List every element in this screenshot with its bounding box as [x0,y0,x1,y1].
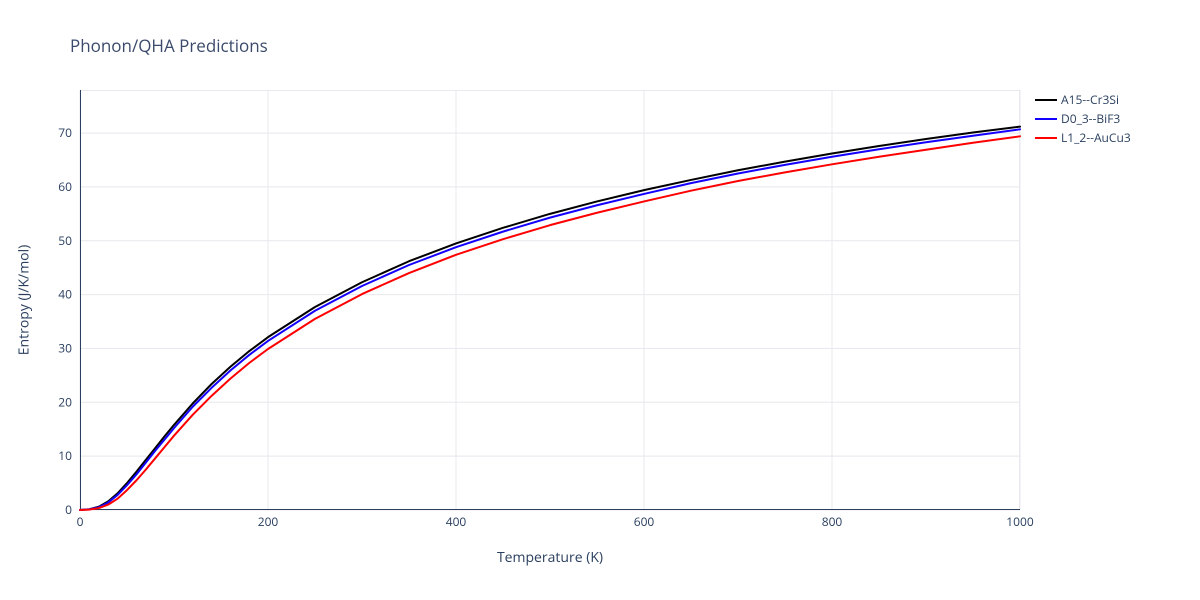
legend-item[interactable]: A15--Cr3Si [1035,90,1131,109]
y-tick-label: 0 [65,501,72,518]
legend-label: A15--Cr3Si [1061,91,1119,108]
legend-label: L1_2--AuCu3 [1061,129,1131,146]
legend: A15--Cr3Si D0_3--BiF3 L1_2--AuCu3 [1035,90,1131,147]
x-tick-label: 200 [258,513,279,530]
legend-item[interactable]: D0_3--BiF3 [1035,109,1131,128]
y-tick-label: 10 [58,447,72,464]
x-tick-label: 600 [634,513,655,530]
x-axis-label: Temperature (K) [497,548,603,567]
y-tick-label: 40 [58,286,72,303]
legend-swatch [1035,118,1057,120]
y-axis-label: Entropy (J/K/mol) [15,245,34,356]
y-tick-label: 60 [58,178,72,195]
series-line [80,129,1020,510]
y-tick-label: 70 [58,124,72,141]
chart-svg: 02004006008001000010203040506070 [80,90,1020,510]
legend-label: D0_3--BiF3 [1061,110,1120,127]
y-tick-label: 20 [58,393,72,410]
y-tick-label: 30 [58,339,72,356]
series-line [80,127,1020,510]
chart-title: Phonon/QHA Predictions [70,34,268,57]
x-tick-label: 0 [77,513,84,530]
x-tick-label: 800 [822,513,843,530]
y-tick-label: 50 [58,232,72,249]
x-tick-label: 1000 [1006,513,1034,530]
legend-item[interactable]: L1_2--AuCu3 [1035,128,1131,147]
plot-area: 02004006008001000010203040506070 [80,90,1020,510]
series-line [80,136,1020,510]
legend-swatch [1035,137,1057,139]
x-tick-label: 400 [446,513,467,530]
legend-swatch [1035,99,1057,101]
chart-container: Phonon/QHA Predictions Entropy (J/K/mol)… [0,0,1200,600]
